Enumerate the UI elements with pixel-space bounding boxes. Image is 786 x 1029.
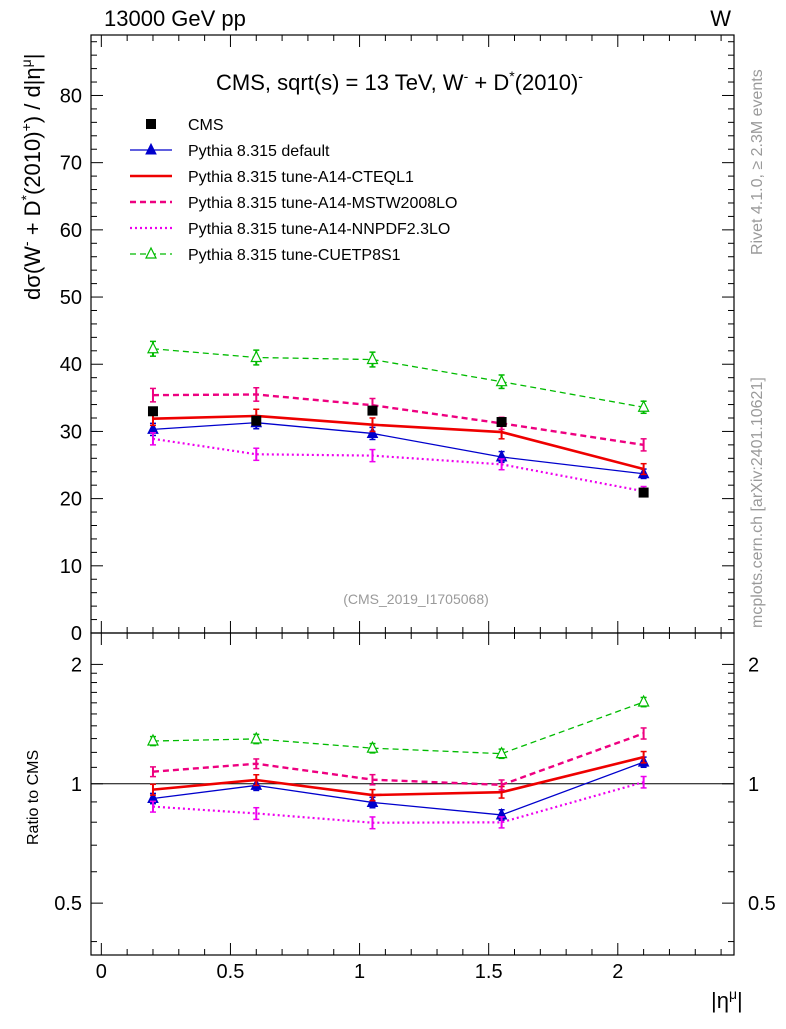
chart-title: CMS, sqrt(s) = 13 TeV, W- + D*(2010)-: [216, 68, 583, 95]
ratio-line: [152, 761, 644, 816]
ratio-tick-label-right: 1: [748, 774, 759, 796]
series-line: [152, 414, 644, 471]
header-left: 13000 GeV pp: [104, 6, 246, 31]
y-tick-label: 60: [60, 220, 82, 242]
ratio-tick-label-right: 2: [748, 654, 759, 676]
y-tick-label: 70: [60, 153, 82, 175]
y-tick-label: 30: [60, 421, 82, 443]
legend-label: Pythia 8.315 tune-A14-MSTW2008LO: [188, 195, 457, 212]
series-point: [366, 426, 379, 438]
y-tick-label: 80: [60, 85, 82, 107]
series-point: [147, 341, 159, 354]
analysis-id-label: (CMS_2019_I1705068): [343, 591, 489, 607]
legend-label: CMS: [188, 117, 224, 134]
legend-label: Pythia 8.315 default: [188, 143, 330, 160]
ratio-point: [366, 740, 379, 753]
x-tick-label: 1: [354, 961, 365, 983]
mcplots-label: mcplots.cern.ch [arXiv:2401.10621]: [749, 377, 766, 628]
header-right: W: [710, 6, 731, 31]
legend-label: Pythia 8.315 tune-A14-CTEQL1: [188, 169, 414, 186]
legend-marker: [145, 142, 157, 155]
ratio-line: [152, 781, 644, 824]
x-axis-label: |ημ|: [711, 986, 743, 1013]
y-tick-label: 0: [71, 623, 82, 645]
ratio-panel-frame: [90, 632, 735, 956]
ratio-line: [152, 701, 644, 755]
y-tick-label: 50: [60, 287, 82, 309]
legend-marker: [145, 246, 157, 259]
ratio-line: [152, 732, 645, 787]
cms-data-point: [496, 417, 507, 428]
series-point: [366, 352, 379, 365]
cms-data-point: [638, 487, 649, 498]
y-tick-label: 20: [60, 489, 82, 511]
y-axis-label: dσ(W- + D*(2010)+) / d|ημ|: [18, 54, 45, 300]
rivet-version-label: Rivet 4.1.0, ≥ 2.3M events: [749, 69, 766, 255]
legend-label: Pythia 8.315 tune-CUETP8S1: [188, 247, 401, 264]
ratio-y-axis-label: Ratio to CMS: [25, 750, 42, 845]
cms-data-point: [147, 406, 158, 417]
series-line: [152, 422, 644, 475]
ratio-tick-label: 0.5: [54, 893, 82, 915]
data-points-group: [147, 405, 649, 498]
cms-data-point: [367, 405, 378, 416]
ratio-point: [147, 733, 159, 746]
ratio-tick-label-right: 0.5: [748, 893, 776, 915]
series-group: [147, 340, 650, 497]
cms-data-point: [251, 415, 262, 426]
legend-cms-marker: [146, 119, 156, 129]
x-tick-label: 1.5: [475, 961, 503, 983]
legend: CMS Pythia 8.315 default Pythia 8.315 tune…: [130, 117, 457, 264]
ratio-tick-label: 2: [71, 654, 82, 676]
y-tick-label: 40: [60, 354, 82, 376]
series-point: [495, 374, 508, 387]
legend-label: Pythia 8.315 tune-A14-NNPDF2.3LO: [188, 221, 450, 238]
y-tick-label: 10: [60, 556, 82, 578]
ratio-point: [637, 694, 650, 707]
series-point: [250, 350, 263, 363]
series-line: [152, 348, 644, 408]
ratio-point: [250, 731, 263, 744]
x-tick-label: 0.5: [217, 961, 245, 983]
series-point: [637, 399, 650, 412]
x-tick-label: 2: [612, 961, 623, 983]
ratio-tick-label: 1: [71, 774, 82, 796]
x-tick-label: 0: [96, 961, 107, 983]
ratio-point: [495, 746, 508, 759]
ratio-series-group: [147, 694, 650, 830]
series-line: [152, 393, 644, 447]
